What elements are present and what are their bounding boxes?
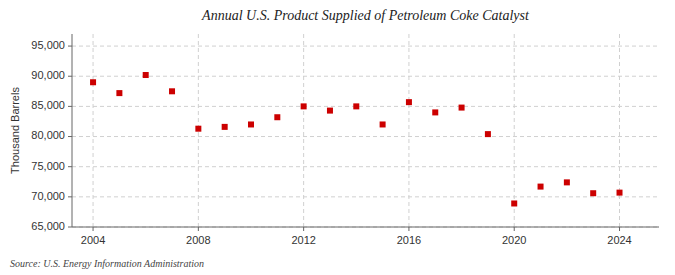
point xyxy=(301,103,307,109)
y-tick xyxy=(68,166,72,167)
y-grid-line xyxy=(72,227,659,228)
point xyxy=(432,109,438,115)
point xyxy=(380,121,386,127)
point xyxy=(274,114,280,120)
x-grid-line xyxy=(408,34,409,227)
y-tick xyxy=(68,196,72,197)
y-tick-label: 95,000 xyxy=(31,39,65,51)
x-tick-label: 2008 xyxy=(186,234,210,246)
x-tick xyxy=(408,227,409,231)
x-grid-line xyxy=(514,34,515,227)
axes: 65,000 70,000 75,000 80,000 85,000 90,000 95,0… xyxy=(31,39,631,246)
chart: 65,000 70,000 75,000 80,000 85,000 90,000 95,0… xyxy=(0,0,675,275)
x-axis-line xyxy=(72,227,659,228)
point xyxy=(90,79,96,85)
y-axis-line xyxy=(72,34,73,227)
point xyxy=(195,126,201,132)
x-tick-label: 2020 xyxy=(502,234,526,246)
x-tick xyxy=(303,227,304,231)
x-tick xyxy=(93,227,94,231)
source: Source: U.S. Energy Information Administ… xyxy=(10,258,204,269)
y-grid-line xyxy=(72,46,659,47)
x-tick-label: 2004 xyxy=(81,234,105,246)
x-grid-line xyxy=(303,34,304,227)
title: Annual U.S. Product Supplied of Petroleu… xyxy=(201,8,530,23)
point xyxy=(538,184,544,190)
y-grid-line xyxy=(72,196,659,197)
y-tick xyxy=(68,227,72,228)
x-tick xyxy=(198,227,199,231)
y-tick xyxy=(68,76,72,77)
x-tick-label: 2016 xyxy=(397,234,421,246)
point xyxy=(406,99,412,105)
y-tick-label: 75,000 xyxy=(31,160,65,172)
point xyxy=(485,131,491,137)
y-tick-label: 90,000 xyxy=(31,69,65,81)
point xyxy=(248,121,254,127)
point xyxy=(459,105,465,111)
point xyxy=(327,108,333,114)
points xyxy=(90,72,622,206)
point xyxy=(511,200,517,206)
y-tick xyxy=(68,136,72,137)
point xyxy=(590,190,596,196)
y-tick-label: 80,000 xyxy=(31,129,65,141)
point xyxy=(169,88,175,94)
y-tick-label: 85,000 xyxy=(31,99,65,111)
y-tick xyxy=(68,46,72,47)
y-grid-line xyxy=(72,106,659,107)
x-grid-line xyxy=(619,34,620,227)
x-tick xyxy=(514,227,515,231)
grid xyxy=(72,34,659,227)
point xyxy=(116,90,122,96)
y-tick-label: 65,000 xyxy=(31,220,65,232)
y-grid-line xyxy=(72,166,659,167)
x-tick-label: 2024 xyxy=(607,234,631,246)
y-grid-line xyxy=(72,136,659,137)
x-grid-line xyxy=(93,34,94,227)
x-tick xyxy=(619,227,620,231)
y-tick-label: 70,000 xyxy=(31,190,65,202)
y-grid-line xyxy=(72,76,659,77)
x-tick-label: 2012 xyxy=(291,234,315,246)
y-tick xyxy=(68,106,72,107)
y-axis-label: Thousand Barrels xyxy=(9,87,21,174)
point xyxy=(222,124,228,130)
point xyxy=(143,72,149,78)
point xyxy=(353,103,359,109)
point xyxy=(564,179,570,185)
point xyxy=(617,190,623,196)
